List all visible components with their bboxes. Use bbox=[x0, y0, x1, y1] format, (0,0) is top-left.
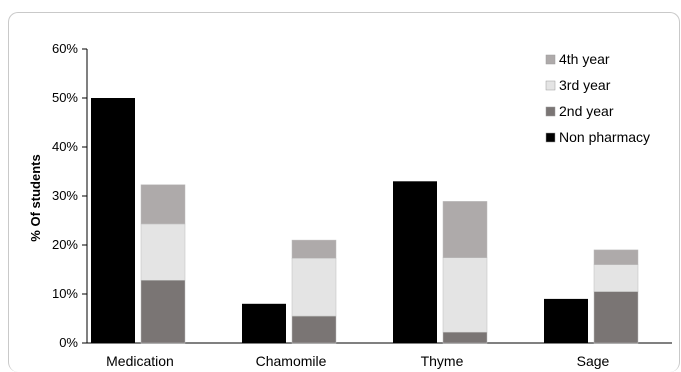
bar-non-pharmacy bbox=[393, 181, 437, 343]
bar-segment-4th-year bbox=[291, 239, 337, 259]
bar-segment-3rd-year bbox=[291, 257, 337, 317]
y-tick-label: 30% bbox=[52, 188, 78, 203]
bars: Medication Chamomile Thyme Sage bbox=[91, 98, 639, 369]
bar-segment-2nd-year bbox=[593, 291, 639, 344]
legend-swatch bbox=[545, 106, 556, 117]
bar-non-pharmacy bbox=[242, 303, 286, 343]
legend-label: 3rd year bbox=[559, 77, 611, 93]
x-tick-label: Medication bbox=[106, 353, 174, 369]
bar-segment-3rd-year bbox=[442, 257, 488, 333]
legend-swatch bbox=[545, 80, 556, 91]
y-tick-label: 10% bbox=[52, 286, 78, 301]
legend-label: Non pharmacy bbox=[559, 129, 650, 145]
legend-label: 4th year bbox=[559, 51, 610, 67]
y-tick-label: 0% bbox=[59, 335, 78, 350]
x-tick-label: Chamomile bbox=[256, 353, 327, 369]
bar-non-pharmacy bbox=[544, 298, 588, 343]
bar-non-pharmacy bbox=[91, 98, 135, 343]
legend-swatch bbox=[545, 54, 556, 65]
y-axis-label: % Of students bbox=[28, 154, 43, 241]
legend-swatch bbox=[545, 132, 556, 143]
y-tick-label: 40% bbox=[52, 139, 78, 154]
x-tick-label: Thyme bbox=[421, 353, 464, 369]
bar-segment-2nd-year bbox=[442, 331, 488, 344]
legend-label: 2nd year bbox=[559, 103, 614, 119]
y-tick-label: 20% bbox=[52, 237, 78, 252]
bar-segment-2nd-year bbox=[140, 280, 186, 344]
legend: 4th year 3rd year 2nd year Non pharmacy bbox=[545, 51, 650, 145]
y-tick-label: 60% bbox=[52, 41, 78, 56]
bar-segment-4th-year bbox=[442, 201, 488, 258]
bar-segment-2nd-year bbox=[291, 315, 337, 344]
x-tick-label: Sage bbox=[577, 353, 610, 369]
bar-segment-4th-year bbox=[140, 184, 186, 225]
bar-segment-3rd-year bbox=[593, 264, 639, 292]
bar-segment-4th-year bbox=[593, 249, 639, 265]
y-tick-label: 50% bbox=[52, 90, 78, 105]
bar-segment-3rd-year bbox=[140, 223, 186, 281]
